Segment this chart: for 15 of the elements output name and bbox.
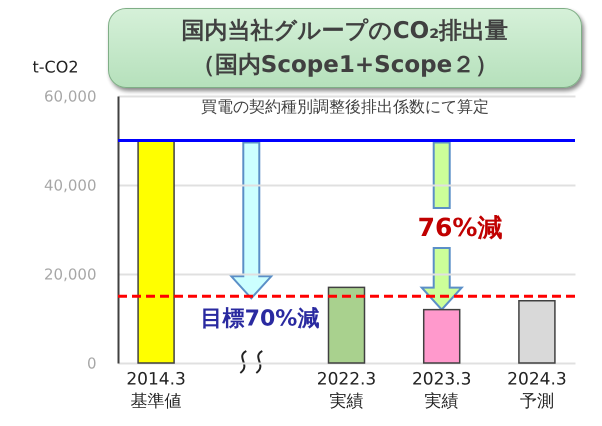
y-axis-title: t-CO2 [32, 58, 78, 76]
bar [328, 286, 366, 364]
y-tick-label: 20,000 [44, 266, 96, 284]
x-tick-label: 2022.3 実績 [316, 370, 376, 412]
chart-title: 国内当社グループのCO₂排出量 [180, 17, 510, 46]
y-tick-label: 60,000 [44, 88, 96, 106]
x-tick-label: 2023.3 実績 [412, 370, 472, 412]
annotation: 目標70%減 [200, 306, 320, 332]
y-tick-label: 40,000 [44, 176, 96, 194]
annotation: 買電の契約種別調整後排出係数にて算定 [201, 97, 489, 116]
chart-subtitle: （国内Scope1+Scope２） [190, 51, 500, 80]
x-tick-label: 2024.3 予測 [507, 370, 567, 412]
y-tick-label: 0 [86, 354, 96, 372]
x-tick-label: 2014.3 基準値 [126, 370, 186, 412]
annotation: 76%減 [418, 213, 502, 242]
